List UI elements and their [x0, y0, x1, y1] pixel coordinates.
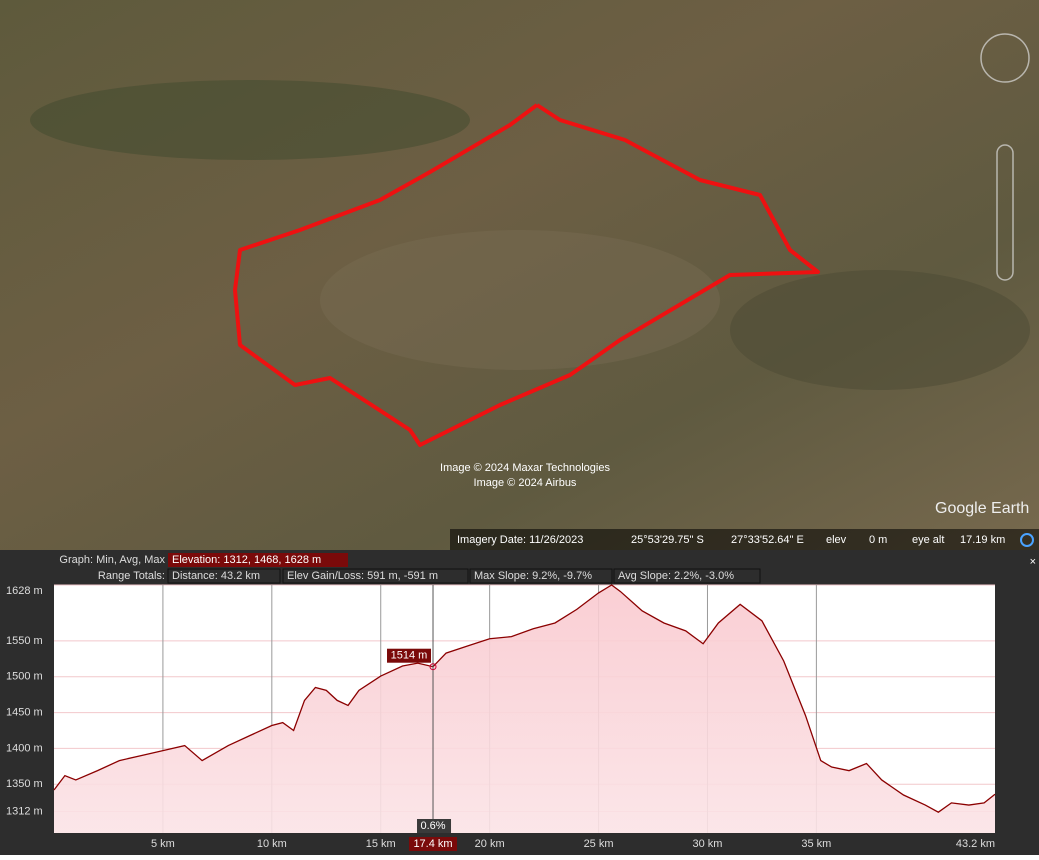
close-button[interactable]: × — [1030, 556, 1036, 568]
x-tick-label: 15 km — [366, 838, 396, 850]
line — [53, 584, 996, 813]
header-box — [469, 568, 613, 584]
header-label: Range Totals: — [98, 570, 165, 582]
status-icon — [1020, 533, 1034, 547]
status-text: 27°33'52.64" E — [731, 534, 804, 546]
cursor-x: 17.4 km — [413, 838, 452, 850]
terrain-patch — [320, 230, 720, 370]
x-tick-label: 35 km — [801, 838, 831, 850]
y-tick-label: 1350 m — [6, 778, 43, 790]
x-tick-label: 30 km — [692, 838, 722, 850]
header-box — [282, 568, 469, 584]
terrain-patch — [30, 80, 470, 160]
status-bar — [450, 529, 1039, 550]
header-value: Elev Gain/Loss: 591 m, -591 m — [287, 570, 438, 582]
y-tick-label: 1450 m — [6, 706, 43, 718]
header-box — [613, 568, 761, 584]
y-tick-label: 1500 m — [6, 671, 43, 683]
logo: Google Earth — [935, 500, 1029, 517]
header-value: Avg Slope: 2.2%, -3.0% — [618, 570, 734, 582]
cursor-value: 1514 m — [391, 650, 428, 662]
y-tick-label: 1550 m — [6, 635, 43, 647]
header-value: Distance: 43.2 km — [172, 570, 260, 582]
y-tick-label: 1400 m — [6, 742, 43, 754]
credit: Image © 2024 Airbus — [474, 477, 577, 489]
terrain-patch — [730, 270, 1030, 390]
route — [233, 103, 820, 447]
status-text: elev — [826, 534, 847, 546]
zoom-slider[interactable] — [996, 144, 1014, 281]
status-text: eye alt — [912, 534, 944, 546]
header-value: Elevation: 1312, 1468, 1628 m — [172, 554, 321, 566]
status-text: 25°53'29.75" S — [631, 534, 704, 546]
x-tick-label: 5 km — [151, 838, 175, 850]
credit: Image © 2024 Maxar Technologies — [440, 462, 610, 474]
nav-control[interactable] — [980, 33, 1030, 83]
cursor-point — [429, 663, 437, 671]
header-value: Max Slope: 9.2%, -9.7% — [474, 570, 592, 582]
cursor-box — [417, 819, 452, 833]
status-text: Imagery Date: 11/26/2023 — [457, 534, 583, 546]
y-tick-label: 1628 m — [6, 585, 43, 597]
header-box — [167, 568, 281, 584]
x-tick-label: 20 km — [475, 838, 505, 850]
status-text: 17.19 km — [960, 534, 1005, 546]
x-tick-label: 10 km — [257, 838, 287, 850]
cursor-slope: 0.6% — [420, 820, 445, 832]
area — [54, 585, 995, 833]
cursor-box — [409, 837, 458, 851]
y-tick-label: 1312 m — [6, 805, 43, 817]
header-box — [168, 553, 348, 567]
x-tick-label: 43.2 km — [956, 838, 995, 850]
status-text: 0 m — [869, 534, 887, 546]
x-tick-label: 25 km — [584, 838, 614, 850]
header-label: Graph: Min, Avg, Max — [59, 554, 165, 566]
cursor-box — [387, 648, 432, 663]
